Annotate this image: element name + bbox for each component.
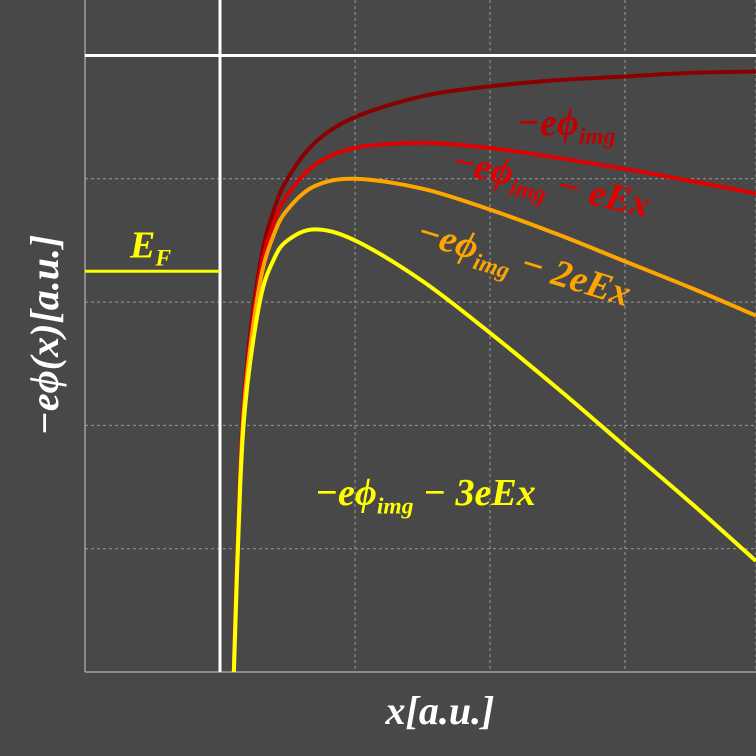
curve-label: −eϕimg − 3eEx bbox=[315, 472, 536, 519]
label-part: − 3eEx bbox=[414, 472, 536, 514]
label-part: img bbox=[377, 493, 414, 519]
label-part: img bbox=[579, 123, 616, 149]
y-axis-label: −eϕ(x)[a.u.] bbox=[22, 235, 67, 436]
curve-label: −eϕimg bbox=[517, 102, 616, 149]
label-part: F bbox=[154, 246, 171, 272]
fermi-label: EF bbox=[129, 224, 171, 271]
label-part: −eϕ bbox=[517, 102, 579, 144]
x-axis-label: x[a.u.] bbox=[385, 688, 495, 733]
label-part: −eϕ bbox=[315, 472, 377, 514]
label-part: E bbox=[129, 224, 155, 266]
curve bbox=[231, 227, 756, 672]
curves bbox=[231, 69, 756, 672]
